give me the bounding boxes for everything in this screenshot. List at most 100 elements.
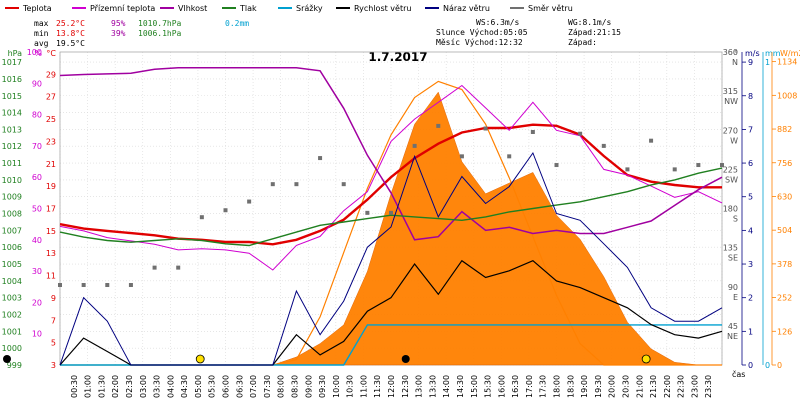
- series-lines: [59, 66, 723, 366]
- tick-pressure: 1008: [2, 210, 22, 219]
- wind-direction-point: [247, 199, 252, 204]
- stat-max_rain: 0.2mm: [225, 19, 249, 28]
- tick-time: 13:00: [415, 375, 424, 398]
- tick-direction-label: S: [733, 215, 738, 224]
- tick-time: 05:00: [194, 375, 203, 398]
- tick-temperature: 25: [46, 115, 56, 124]
- tick-temperature: 9: [51, 294, 56, 303]
- wind-direction-points: [58, 123, 724, 288]
- tick-time: 08:30: [290, 375, 299, 398]
- wind-direction-point: [318, 156, 323, 161]
- series-line-teplota: [59, 123, 722, 246]
- wind-direction-point: [412, 143, 417, 148]
- wind-direction-point: [294, 182, 299, 187]
- tick-temperature: 3: [51, 361, 56, 370]
- tick-humidity: 30: [32, 267, 42, 276]
- tick-pressure: 1006: [2, 243, 22, 252]
- tick-pressure: 1014: [2, 109, 22, 118]
- stat-avg_label: avg: [34, 39, 49, 48]
- legend-label: Srážky: [296, 4, 323, 13]
- stat-max_label: max: [34, 19, 49, 28]
- info-text: Měsíc Východ:12:32: [436, 38, 523, 47]
- tick-time: 22:00: [663, 375, 672, 398]
- tick-wind: 3: [748, 260, 753, 269]
- tick-pressure: 1007: [2, 226, 22, 235]
- legend-label: Vlhkost: [178, 4, 207, 13]
- tick-time: 03:00: [139, 375, 148, 398]
- tick-rain: 1: [765, 58, 770, 67]
- tick-wind: 2: [748, 294, 753, 303]
- tick-time: 20:00: [608, 375, 617, 398]
- legend-label: Teplota: [22, 4, 52, 13]
- tick-time: 16:00: [497, 375, 506, 398]
- wind-direction-point: [199, 215, 204, 220]
- tick-direction-label: NE: [727, 332, 738, 341]
- tick-humidity: 50: [32, 205, 42, 214]
- legend-label: Náraz větru: [443, 4, 490, 13]
- axes: 1017101610151014101310121011101010091008…: [2, 48, 800, 370]
- tick-pressure: 1013: [2, 125, 22, 134]
- tick-time: 14:00: [442, 375, 451, 398]
- tick-temperature: 29: [46, 70, 56, 79]
- tick-humidity: 20: [32, 298, 42, 307]
- tick-wind: 9: [748, 58, 753, 67]
- tick-direction-label: E: [733, 293, 738, 302]
- tick-time: 12:30: [401, 375, 410, 398]
- stat-max_hum: 95%: [111, 19, 126, 28]
- series-line-vlhkost: [59, 66, 723, 241]
- tick-time: 16:30: [511, 375, 520, 398]
- tick-pressure: 1004: [2, 277, 22, 286]
- tick-time: 23:30: [704, 375, 713, 398]
- wind-direction-point: [625, 167, 630, 172]
- wind-direction-point: [58, 283, 62, 288]
- wind-direction-point: [223, 208, 228, 213]
- tick-time: 23:00: [690, 375, 699, 398]
- tick-temperature: 7: [51, 316, 56, 325]
- tick-temperature: 19: [46, 182, 56, 191]
- info-text: Slunce Východ:05:05: [436, 28, 528, 37]
- date-title: 1.7.2017: [368, 50, 427, 64]
- tick-solar: 1134: [777, 58, 797, 67]
- stats-panel: max 25.2°C 95% 1010.7hPa 0.2mm min 13.8°C 39% 10…: [34, 18, 621, 64]
- legend-label: Přízemní teplota: [90, 4, 155, 13]
- tick-time: 21:00: [635, 375, 644, 398]
- tick-temperature: 11: [46, 272, 56, 281]
- wind-direction-point: [578, 131, 583, 136]
- wind-direction-point: [152, 265, 157, 270]
- axis-unit-humidity: %: [34, 49, 42, 58]
- tick-time: 03:30: [153, 375, 162, 398]
- wind-direction-point: [105, 283, 110, 288]
- tick-pressure: 999: [7, 361, 22, 370]
- tick-direction: 315: [723, 87, 738, 96]
- wind-direction-point: [128, 283, 133, 288]
- tick-solar: 756: [777, 159, 792, 168]
- tick-time: 08:00: [277, 375, 286, 398]
- tick-time: 02:00: [111, 375, 120, 398]
- wind-direction-point: [554, 163, 559, 168]
- tick-direction-label: W: [730, 136, 738, 145]
- tick-pressure: 1017: [2, 58, 22, 67]
- legend: Teplota Přízemní teplota Vlhkost Tlak Srážky…: [5, 4, 573, 13]
- wind-direction-point: [270, 182, 275, 187]
- tick-time: 18:00: [553, 375, 562, 398]
- tick-time: 01:00: [84, 375, 93, 398]
- tick-rain: 0: [765, 361, 770, 370]
- tick-solar: 630: [777, 192, 792, 201]
- wind-direction-point: [389, 210, 393, 215]
- tick-pressure: 1003: [2, 294, 22, 303]
- tick-humidity: 40: [32, 236, 42, 245]
- tick-pressure: 1010: [2, 176, 22, 185]
- tick-time: 14:30: [456, 375, 465, 398]
- stat-avg_temp: 19.5°C: [56, 39, 85, 48]
- tick-solar: 504: [777, 226, 792, 235]
- series-line-náraz-větru: [59, 151, 723, 366]
- tick-pressure: 1005: [2, 260, 22, 269]
- wind-direction-point: [341, 182, 346, 187]
- wind-direction-point: [601, 143, 606, 148]
- wind-direction-point: [507, 154, 512, 159]
- series-line-přízemní-teplota: [59, 84, 723, 271]
- stat-min_hum: 39%: [111, 29, 126, 38]
- info-text: Západ:21:15: [568, 28, 621, 37]
- tick-direction: 180: [723, 205, 738, 214]
